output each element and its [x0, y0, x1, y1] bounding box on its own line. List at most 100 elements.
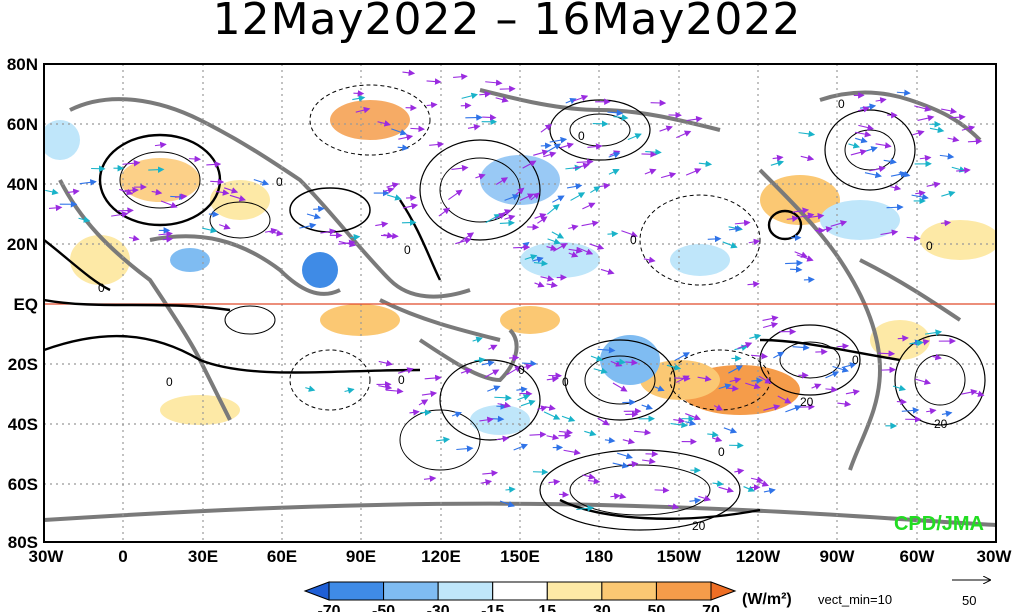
wind-vector [897, 335, 909, 342]
wind-vector [698, 160, 713, 168]
wind-vector [306, 213, 321, 220]
wind-vector [722, 241, 738, 249]
wind-vector [939, 153, 955, 160]
wind-vector [546, 143, 562, 153]
wind-vector [505, 486, 516, 493]
wind-vector [522, 360, 538, 367]
wind-vector [453, 73, 468, 81]
wind-vector [496, 435, 510, 443]
wind-vector [565, 97, 577, 105]
wind-vector [561, 415, 576, 422]
wind-vector [426, 78, 442, 85]
wind-vector [917, 114, 935, 122]
wind-vector [533, 259, 549, 267]
wind-vector [229, 194, 247, 202]
contour-label: 0 [404, 243, 411, 257]
wind-vector [612, 462, 629, 469]
wind-vector [378, 359, 393, 367]
vector-min-label: vect_min=10 [818, 592, 892, 607]
wind-vector [654, 385, 665, 392]
wind-vector [546, 203, 560, 215]
lon-label: 120E [421, 547, 461, 566]
wind-vector [534, 281, 545, 288]
contour-label: 0 [852, 353, 859, 367]
wind-vector [713, 404, 724, 411]
contour-label: 0 [166, 375, 173, 389]
colorbar-tick: 30 [593, 603, 611, 612]
wind-vector [543, 151, 557, 158]
wind-vector [352, 95, 366, 102]
wind-vector [448, 189, 463, 201]
wind-vector [615, 358, 626, 366]
wind-vector [517, 394, 531, 401]
wind-vector [568, 224, 579, 231]
wind-vector [215, 189, 230, 196]
wind-vector [305, 385, 316, 392]
wind-vector [751, 352, 769, 360]
wind-vector [612, 382, 628, 392]
wind-vector [386, 194, 402, 201]
wind-vector [830, 220, 848, 227]
colorbar-tick: 50 [648, 603, 666, 612]
wind-vector [79, 179, 97, 186]
wind-vector [587, 143, 603, 150]
wind-vector [890, 171, 907, 178]
wind-vector [727, 385, 739, 392]
lat-label: 40S [8, 415, 38, 434]
wind-vector [896, 89, 911, 97]
wind-vector [686, 115, 703, 123]
wind-vector [455, 237, 472, 245]
wind-vector [878, 350, 896, 357]
wind-vector [513, 443, 528, 451]
wind-vector [763, 487, 776, 495]
lat-label: 80S [8, 533, 38, 552]
wind-vector [504, 214, 516, 221]
wind-vector [880, 229, 899, 236]
wind-vector [750, 476, 764, 483]
wind-vector [607, 109, 624, 117]
wind-vector [659, 125, 673, 132]
wind-vector [487, 385, 501, 392]
wind-vector [78, 216, 91, 223]
wind-vector [461, 92, 478, 100]
wind-vector [522, 160, 537, 169]
wind-vector [456, 445, 474, 452]
wind-vector [488, 344, 498, 351]
wind-vector [506, 365, 522, 376]
wind-vector [548, 478, 561, 486]
wind-vector [845, 389, 860, 396]
wind-vector [707, 235, 722, 243]
colorbar-tick: -30 [427, 603, 450, 612]
lon-label: 30W [977, 547, 1013, 566]
wind-vector [151, 188, 163, 196]
wind-vector [495, 177, 509, 185]
wind-vector [350, 233, 361, 241]
wind-vector [625, 359, 639, 366]
wind-vector [597, 417, 610, 426]
contour-label: 0 [276, 175, 283, 189]
wind-vector [869, 165, 886, 173]
colorbar-bin [383, 581, 439, 601]
plot-frame [43, 63, 997, 543]
wind-vector [513, 244, 531, 251]
wind-vector [584, 429, 597, 437]
contour-label: 0 [838, 97, 845, 111]
wind-vector [558, 491, 570, 498]
lon-label: 30E [188, 547, 218, 566]
wind-vector [460, 232, 475, 243]
wind-vector [949, 113, 966, 121]
wind-vector [494, 213, 506, 220]
wind-vector [546, 375, 559, 383]
wind-vector [210, 178, 225, 186]
wind-vector [641, 403, 653, 410]
wind-vector [914, 105, 932, 112]
wind-vector [743, 485, 755, 492]
wind-vector [546, 281, 558, 289]
wind-vector [749, 333, 762, 341]
wind-vector [547, 238, 561, 245]
lat-label: 80N [7, 55, 38, 74]
wind-vector [576, 505, 595, 512]
wind-vector [397, 367, 414, 374]
contour-labels: 0 0 0 0 0 0 0 0 0 0 0 0 0 20 20 20 [98, 97, 948, 533]
wind-vector [474, 356, 486, 364]
